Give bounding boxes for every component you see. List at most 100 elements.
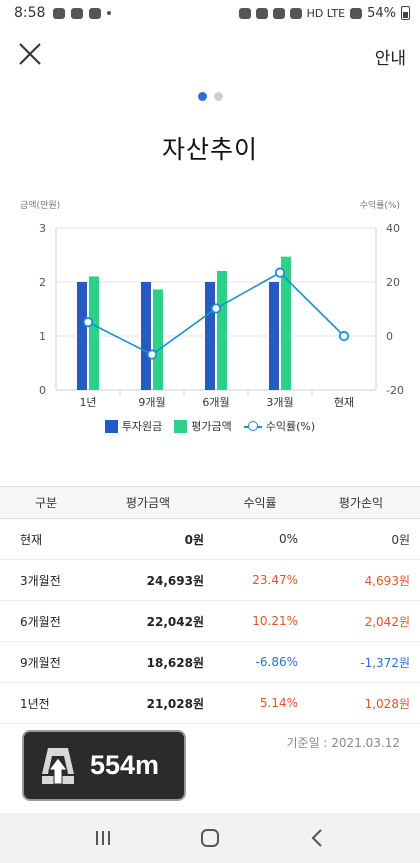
status-time: 8:58: [14, 5, 46, 21]
bar-valuation: [217, 270, 227, 390]
navigation-overlay[interactable]: 554m: [22, 730, 186, 801]
return-rate-point: [146, 349, 158, 360]
row-label: 9개월전: [20, 655, 61, 670]
left-tick-label: 2: [39, 276, 46, 289]
pager-dot-2[interactable]: [213, 92, 223, 101]
bar-principal: [269, 282, 279, 390]
left-tick-label: 3: [39, 222, 46, 235]
navigation-distance: 554m: [90, 750, 160, 780]
row-valuation: 22,042원: [146, 614, 204, 629]
bar-principal: [141, 282, 151, 390]
header-category: 구분: [34, 496, 58, 510]
chart-legend: 투자원금 평가금액 수익률(%): [0, 418, 420, 434]
system-navigation-bar: [0, 813, 420, 863]
table-row: 6개월전 22,042원 10.21% 2,042원: [0, 601, 420, 642]
recent-apps-button[interactable]: [83, 823, 123, 853]
right-tick-label: 40: [386, 222, 400, 235]
legend-item-return[interactable]: 수익률(%): [243, 418, 315, 434]
x-tick-label: 6개월: [202, 396, 229, 409]
page-title: 자산추이: [161, 135, 258, 164]
base-date: 기준일 : 2021.03.12: [286, 736, 401, 750]
row-valuation: 24,693원: [146, 573, 204, 588]
row-return-rate: -6.86%: [255, 655, 298, 669]
table-row: 3개월전 24,693원 23.47% 4,693원: [0, 560, 420, 601]
row-valuation: 18,628원: [146, 655, 204, 670]
chart-svg: 금액(만원) 수익률(%) 0 1 2 3 -20 0 20 40 1년 9개월 6개월 3개월 현재: [20, 199, 404, 409]
x-tick-label: 9개월: [138, 396, 165, 409]
return-rate-point: [338, 330, 350, 342]
mute-icon: [272, 7, 285, 19]
close-icon: [19, 43, 41, 65]
right-tick-label: -20: [386, 384, 404, 397]
status-right: HD LTE 54%: [238, 5, 410, 21]
legend-label-principal: 투자원금: [121, 420, 163, 433]
pager-dot-1[interactable]: [197, 92, 207, 101]
bar-valuation: [89, 276, 99, 390]
return-rate-point: [210, 303, 222, 314]
return-table: 구분 평가금액 수익률 평가손익 현재 0원 0% 0원 3개월전 24,693원 23.4…: [0, 486, 420, 724]
cloud-notification-icon: [71, 7, 84, 19]
back-button[interactable]: [297, 823, 337, 853]
bar-principal: [77, 282, 87, 390]
row-label: 1년전: [20, 696, 50, 711]
battery-icon: [401, 6, 410, 20]
return-rate-point: [274, 267, 286, 278]
right-axis-label: 수익률(%): [360, 199, 400, 211]
table-body: 현재 0원 0% 0원 3개월전 24,693원 23.47% 4,693원 6개월전 22,04…: [0, 519, 420, 724]
legend-swatch-return: [243, 420, 262, 432]
x-tick-label: 1년: [79, 396, 96, 409]
table-row: 9개월전 18,628원 -6.86% -1,372원: [0, 642, 420, 683]
home-icon: [200, 829, 219, 847]
bar-valuation: [281, 256, 291, 390]
row-return-rate: 0%: [278, 532, 298, 546]
lane-guidance-icon: [42, 747, 74, 784]
pager-dots: [0, 92, 420, 101]
legend-item-principal[interactable]: 투자원금: [104, 418, 163, 434]
recent-apps-icon: [96, 831, 111, 845]
notification-icons: [53, 7, 112, 19]
x-tick-label: 3개월: [266, 396, 293, 409]
row-profit-loss: 4,693원: [364, 573, 410, 588]
left-tick-label: 0: [39, 384, 46, 397]
right-tick-label: 0: [386, 330, 393, 343]
row-valuation: 0원: [184, 532, 204, 547]
more-notifications-icon: [107, 11, 112, 15]
back-icon: [311, 829, 322, 847]
cup-notification-icon: [89, 7, 102, 19]
home-button[interactable]: [190, 823, 230, 853]
signal-icon: [350, 7, 363, 19]
network-label: HD LTE: [306, 6, 346, 20]
bar-valuation: [153, 289, 163, 390]
return-rate-point: [82, 317, 94, 328]
status-bar: 8:58 HD LTE 54%: [0, 0, 420, 26]
table-row: 현재 0원 0% 0원: [0, 519, 420, 560]
asset-trend-chart: 금액(만원) 수익률(%) 0 1 2 3 -20 0 20 40 1년 9개월 6개월 3개월 현재: [0, 192, 420, 452]
alarm-icon: [238, 7, 251, 19]
row-return-rate: 23.47%: [252, 573, 298, 587]
left-tick-label: 1: [39, 330, 46, 343]
close-button[interactable]: [16, 40, 44, 68]
row-return-rate: 5.14%: [259, 696, 298, 710]
legend-swatch-valuation: [174, 419, 188, 433]
row-valuation: 21,028원: [146, 696, 204, 711]
x-tick-label: 현재: [334, 396, 354, 409]
header-valuation: 평가금액: [125, 496, 171, 510]
row-return-rate: 10.21%: [252, 614, 298, 628]
bar-principal: [205, 282, 215, 390]
guide-button[interactable]: 안내: [374, 49, 406, 69]
header-return-rate: 수익률: [243, 496, 277, 510]
legend-label-valuation: 평가금액: [191, 420, 232, 433]
right-tick-label: 20: [386, 276, 400, 289]
row-profit-loss: -1,372원: [360, 655, 410, 670]
legend-item-valuation[interactable]: 평가금액: [174, 418, 232, 434]
header-profit-loss: 평가손익: [338, 496, 384, 510]
return-rate-line: [87, 271, 345, 356]
location-icon: [289, 7, 302, 19]
left-axis-label: 금액(만원): [20, 199, 60, 211]
row-label: 현재: [20, 532, 43, 547]
battery-percent: 54%: [367, 5, 396, 21]
row-profit-loss: 1,028원: [364, 696, 410, 711]
row-profit-loss: 0원: [391, 532, 410, 547]
table-row: 1년전 21,028원 5.14% 1,028원: [0, 683, 420, 724]
